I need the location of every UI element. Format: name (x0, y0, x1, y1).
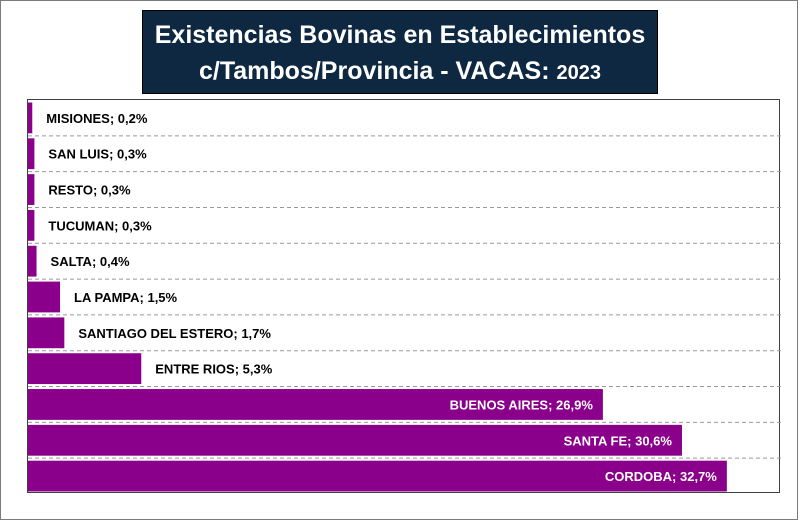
data-label-entre-rios: ENTRE RIOS; 5,3% (155, 362, 272, 377)
bar-salta (28, 245, 37, 277)
data-label-buenos-aires: BUENOS AIRES; 26,9% (450, 397, 594, 412)
bar-chart: MISIONES; 0,2% SAN LUIS; 0,3% RESTO; 0,3% T… (28, 102, 781, 492)
data-label-la-pampa: LA PAMPA; 1,5% (74, 290, 177, 305)
bar-tucuman (28, 209, 35, 241)
chart-title-line2-text: c/Tambos/Provincia - VACAS: (199, 57, 557, 85)
bar-entre-rios (28, 353, 142, 385)
bar-la-pampa (28, 281, 61, 313)
bar-buenos-aires (28, 389, 603, 420)
data-label-resto: RESTO; 0,3% (48, 183, 131, 198)
bar-cordoba (28, 460, 727, 492)
chart-title-line2: c/Tambos/Provincia - VACAS: 2023 (143, 53, 657, 91)
bar-misiones (28, 102, 33, 134)
data-label-san-luis: SAN LUIS; 0,3% (48, 147, 147, 162)
data-label-santiago-del-estero: SANTIAGO DEL ESTERO; 1,7% (78, 326, 271, 341)
data-label-santa-fe: SANTA FE; 30,6% (564, 433, 673, 448)
chart-title-year: 2023 (556, 62, 601, 84)
data-label-misiones: MISIONES; 0,2% (46, 111, 148, 126)
plot-area: MISIONES; 0,2% SAN LUIS; 0,3% RESTO; 0,3% T… (27, 99, 781, 493)
data-label-salta: SALTA; 0,4% (51, 254, 130, 269)
data-label-cordoba: CORDOBA; 32,7% (605, 469, 717, 484)
bar-santa-fe (28, 424, 682, 456)
data-label-tucuman: TUCUMAN; 0,3% (48, 218, 152, 233)
bar-santiago-del-estero (28, 317, 65, 349)
bar-san-luis (28, 138, 35, 170)
bar-resto (28, 174, 35, 205)
chart-title: Existencias Bovinas en Establecimientos … (142, 10, 658, 94)
chart-title-line1: Existencias Bovinas en Establecimientos (154, 21, 646, 49)
